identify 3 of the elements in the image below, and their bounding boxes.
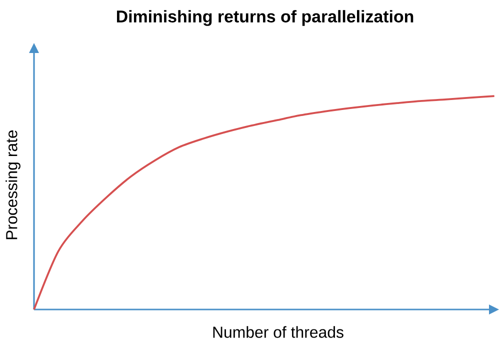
x-axis-title: Number of threads <box>213 326 344 338</box>
chart-title: Diminishing returns of parallelization <box>116 10 414 26</box>
y-axis-title: Processing rate <box>6 130 20 240</box>
